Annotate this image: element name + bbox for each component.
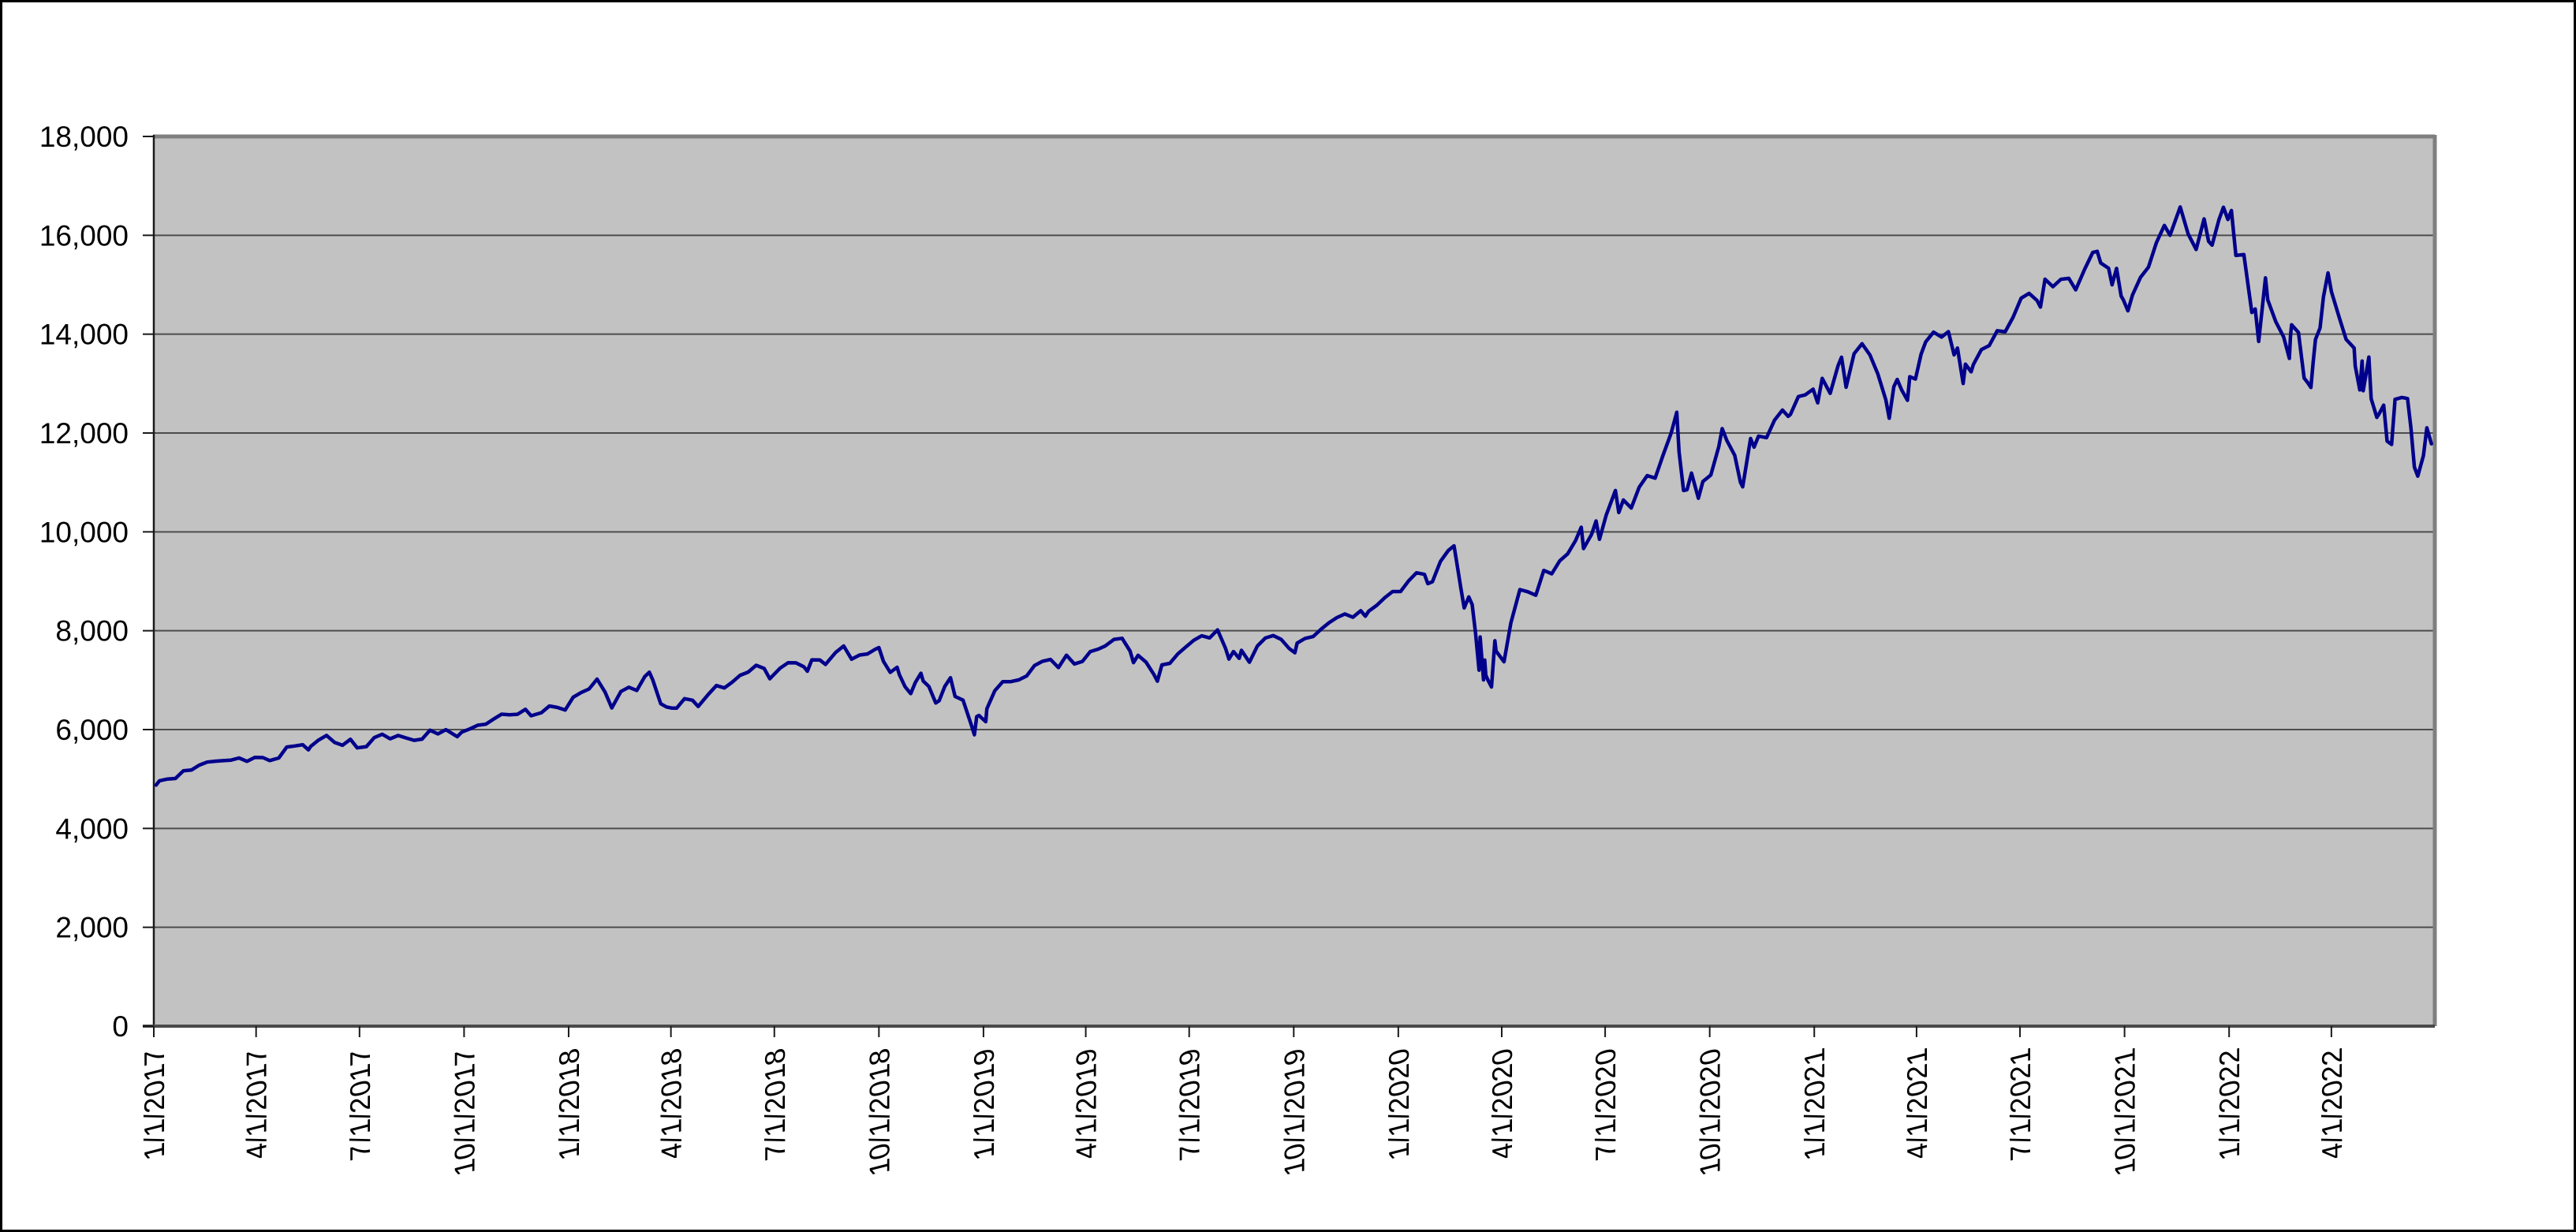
x-tick-label: 10/1/2021 (2109, 1045, 2141, 1179)
y-tick-label: 8,000 (55, 615, 129, 648)
y-tick-label: 18,000 (39, 121, 129, 153)
x-tick-label: 7/1/2020 (1590, 1045, 1622, 1163)
plot-border (153, 134, 2437, 1026)
x-axis-ticks (153, 1026, 2332, 1037)
plot-area (154, 136, 2435, 1026)
x-tick-label: 4/1/2020 (1486, 1045, 1518, 1163)
y-tick-label: 10,000 (39, 516, 129, 548)
x-tick-label: 4/1/2021 (1901, 1045, 1932, 1163)
y-axis-labels: 0 2,000 4,000 6,000 8,000 10,000 12,000 14,000 1… (39, 121, 129, 1043)
x-tick-label: 1/1/2017 (139, 1045, 170, 1163)
x-tick-label: 4/1/2018 (655, 1045, 687, 1163)
x-tick-label: 7/1/2018 (759, 1045, 790, 1163)
y-tick-label: 4,000 (55, 812, 129, 845)
x-tick-label: 1/1/2021 (1799, 1045, 1831, 1163)
y-tick-label: 6,000 (55, 714, 129, 746)
price-line-series (154, 205, 2433, 787)
x-tick-label: 10/1/2019 (1279, 1045, 1310, 1179)
y-tick-label: 2,000 (55, 912, 129, 944)
x-tick-label: 7/1/2021 (2005, 1045, 2037, 1163)
x-tick-label: 10/1/2020 (1694, 1045, 1726, 1179)
x-tick-label: 1/1/2022 (2214, 1045, 2246, 1163)
x-tick-label: 10/1/2018 (864, 1045, 895, 1179)
axes (143, 135, 2435, 1028)
x-tick-label: 4/1/2017 (241, 1045, 272, 1163)
x-tick-label: 1/1/2018 (553, 1045, 584, 1163)
x-tick-label: 1/1/2019 (968, 1045, 999, 1163)
y-tick-label: 16,000 (39, 219, 129, 252)
x-tick-label: 4/1/2019 (1070, 1045, 1102, 1163)
y-tick-label: 12,000 (39, 417, 129, 450)
x-tick-label: 7/1/2017 (344, 1045, 375, 1163)
y-tick-label: 0 (112, 1010, 129, 1043)
y-tick-label: 14,000 (39, 319, 129, 351)
x-axis-labels: 1/1/2017 4/1/2017 7/1/2017 10/1/2017 1/1/201… (139, 1045, 2348, 1179)
x-tick-label: 4/1/2022 (2316, 1045, 2347, 1163)
x-tick-label: 7/1/2019 (1174, 1045, 1205, 1163)
x-tick-label: 10/1/2017 (449, 1045, 480, 1179)
y-gridlines (154, 234, 2435, 928)
x-tick-label: 1/1/2020 (1383, 1045, 1414, 1163)
y-axis-ticks (143, 136, 154, 1027)
